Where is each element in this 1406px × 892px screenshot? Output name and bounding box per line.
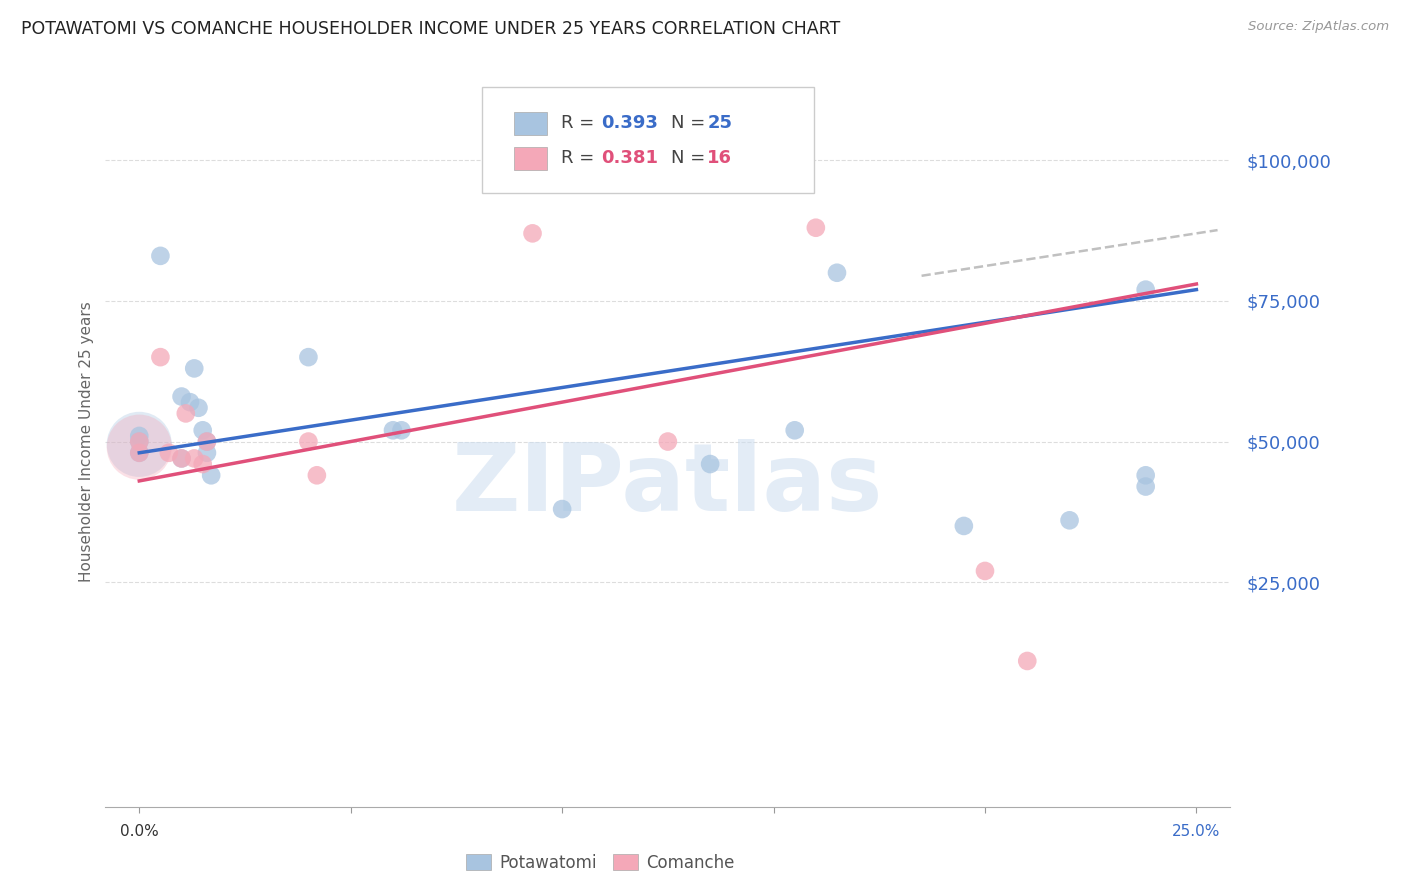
- Point: [174, 406, 197, 420]
- Text: R =: R =: [561, 150, 600, 168]
- Text: N =: N =: [671, 114, 711, 132]
- Point: [191, 423, 214, 437]
- Text: R =: R =: [561, 114, 600, 132]
- Point: [1135, 479, 1157, 493]
- Point: [157, 446, 180, 460]
- Point: [149, 249, 172, 263]
- Point: [195, 446, 218, 460]
- FancyBboxPatch shape: [482, 87, 814, 193]
- Point: [128, 446, 150, 460]
- Point: [170, 451, 193, 466]
- Point: [1017, 654, 1039, 668]
- Text: N =: N =: [671, 150, 711, 168]
- Point: [305, 468, 328, 483]
- FancyBboxPatch shape: [513, 147, 547, 170]
- Point: [195, 434, 218, 449]
- Point: [179, 395, 201, 409]
- Point: [953, 519, 976, 533]
- Y-axis label: Householder Income Under 25 years: Householder Income Under 25 years: [79, 301, 94, 582]
- Point: [191, 457, 214, 471]
- Point: [200, 468, 222, 483]
- Point: [149, 350, 172, 364]
- Point: [297, 350, 319, 364]
- Text: POTAWATOMI VS COMANCHE HOUSEHOLDER INCOME UNDER 25 YEARS CORRELATION CHART: POTAWATOMI VS COMANCHE HOUSEHOLDER INCOM…: [21, 20, 841, 37]
- Point: [657, 434, 679, 449]
- Point: [170, 451, 193, 466]
- Point: [128, 437, 150, 451]
- Point: [183, 361, 205, 376]
- Point: [128, 434, 150, 449]
- Point: [391, 423, 413, 437]
- Point: [297, 434, 319, 449]
- Text: ZIPatlas: ZIPatlas: [453, 440, 883, 532]
- Point: [783, 423, 806, 437]
- Point: [522, 227, 544, 241]
- Point: [128, 434, 150, 449]
- Legend: Potawatomi, Comanche: Potawatomi, Comanche: [465, 854, 735, 872]
- Point: [804, 220, 827, 235]
- Text: 25.0%: 25.0%: [1173, 824, 1220, 839]
- FancyBboxPatch shape: [513, 112, 547, 135]
- Point: [382, 423, 405, 437]
- Point: [1135, 283, 1157, 297]
- Point: [974, 564, 997, 578]
- Text: 0.381: 0.381: [602, 150, 658, 168]
- Point: [1135, 468, 1157, 483]
- Text: 0.393: 0.393: [602, 114, 658, 132]
- Text: 16: 16: [707, 150, 733, 168]
- Point: [1059, 513, 1081, 527]
- Point: [183, 451, 205, 466]
- Point: [187, 401, 209, 415]
- Point: [170, 390, 193, 404]
- Text: 0.0%: 0.0%: [120, 824, 159, 839]
- Text: 25: 25: [707, 114, 733, 132]
- Point: [825, 266, 848, 280]
- Point: [128, 440, 150, 454]
- Point: [195, 434, 218, 449]
- Point: [699, 457, 721, 471]
- Point: [128, 446, 150, 460]
- Text: Source: ZipAtlas.com: Source: ZipAtlas.com: [1249, 20, 1389, 33]
- Point: [551, 502, 574, 516]
- Point: [128, 429, 150, 443]
